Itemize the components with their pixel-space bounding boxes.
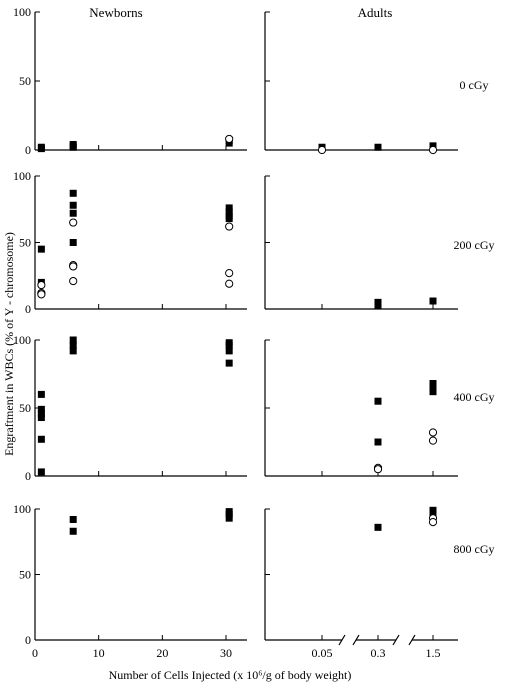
data-point-circle	[428, 428, 438, 437]
data-point-square	[429, 509, 437, 517]
y-tick-label: 100	[13, 5, 31, 19]
data-point-circle	[69, 276, 78, 286]
axis-break-mark	[352, 634, 360, 646]
data-point-circle	[317, 145, 327, 155]
data-point-square	[37, 414, 45, 422]
data-point-circle	[69, 262, 78, 271]
x-tick-label: 0	[32, 646, 38, 660]
data-point-square	[69, 239, 77, 246]
data-point-circle	[373, 465, 383, 474]
axis-break-mark	[338, 634, 346, 646]
data-point-square	[69, 515, 77, 523]
data-point-square	[429, 388, 437, 396]
panels: 0 50 100 0 50 100 0 50 100 0 50 100 0 10 20 30 0.05 0.3 1.…	[13, 5, 458, 660]
data-point-circle	[428, 518, 438, 527]
y-tick-label: 50	[19, 568, 31, 582]
data-point-square	[429, 384, 437, 392]
data-point-square	[225, 341, 233, 349]
data-point-circle	[225, 268, 234, 278]
y-tick-label: 50	[19, 236, 31, 250]
data-point-square	[37, 435, 45, 443]
column-title-adults: Adults	[358, 5, 393, 20]
data-point-square	[374, 523, 382, 531]
data-point-square	[37, 390, 45, 398]
dose-label-800: 800 cGy	[454, 542, 495, 556]
panel-adults-400cGy	[264, 339, 458, 477]
y-tick-label: 100	[13, 333, 31, 347]
data-point-square	[374, 397, 382, 405]
data-point-square	[37, 245, 45, 253]
x-tick-label: 20	[156, 646, 168, 660]
data-point-circle	[37, 290, 46, 299]
data-point-square	[37, 405, 45, 413]
data-point-square	[69, 341, 77, 349]
y-tick-label: 0	[25, 469, 31, 483]
data-point-square	[225, 204, 233, 212]
y-tick-label: 50	[19, 74, 31, 88]
panel-adults-200cGy	[264, 175, 458, 310]
panel-newborns-800cGy: 0 50 100 0 10 20 30	[13, 502, 247, 660]
data-point-square	[374, 438, 382, 446]
data-point-square	[69, 527, 77, 535]
data-point-square	[69, 347, 77, 355]
data-point-square	[69, 336, 77, 344]
data-point-circle	[428, 145, 438, 155]
data-point-square	[225, 347, 233, 355]
data-point-square	[374, 143, 382, 151]
data-point-square	[225, 510, 233, 518]
x-tick-label: 30	[220, 646, 232, 660]
data-point-circle	[69, 218, 78, 227]
data-point-square	[429, 142, 437, 150]
data-point-circle	[225, 279, 234, 288]
data-point-circle	[37, 280, 46, 290]
x-tick-label: 0.05	[312, 646, 333, 660]
panel-newborns-400cGy: 0 50 100	[13, 333, 247, 483]
data-point-square	[69, 140, 77, 148]
y-tick-label: 0	[25, 302, 31, 316]
data-point-square	[429, 297, 437, 305]
axis-break-mark	[408, 634, 416, 646]
x-axis-title: Number of Cells Injected (x 10⁶/g of bod…	[109, 668, 352, 682]
axis-break-mark	[392, 634, 400, 646]
data-point-square	[225, 215, 233, 223]
y-tick-label: 0	[25, 633, 31, 647]
data-point-square	[37, 409, 45, 417]
x-tick-label: 0.3	[371, 646, 386, 660]
y-tick-label: 100	[13, 502, 31, 516]
data-point-square	[225, 359, 233, 367]
data-point-square	[225, 514, 233, 522]
data-point-circle	[428, 436, 438, 445]
panel-newborns-0cGy: 0 50 100	[13, 5, 247, 157]
y-axis-title: Engraftment in WBCs (% of Y - chromosome…	[2, 232, 16, 456]
data-point-square	[69, 189, 77, 197]
panel-adults-0cGy	[264, 11, 458, 155]
y-tick-label: 100	[13, 169, 31, 183]
dose-label-400: 400 cGy	[454, 390, 495, 404]
data-point-square	[69, 209, 77, 217]
data-point-square	[429, 380, 437, 388]
y-tick-label: 50	[19, 401, 31, 415]
data-point-square	[374, 301, 382, 309]
dose-label-0: 0 cGy	[460, 78, 489, 92]
x-tick-label: 10	[93, 646, 105, 660]
data-point-square	[225, 208, 233, 216]
x-tick-label: 1.5	[426, 646, 441, 660]
panel-newborns-200cGy: 0 50 100	[13, 169, 247, 316]
y-tick-label: 0	[25, 143, 31, 157]
data-point-square	[37, 468, 45, 476]
column-title-newborns: Newborns	[89, 5, 142, 20]
dose-label-200: 200 cGy	[454, 238, 495, 252]
data-point-square	[69, 201, 77, 209]
data-point-square	[37, 143, 45, 151]
data-point-circle	[225, 222, 234, 231]
data-point-circle	[225, 134, 234, 144]
panel-adults-800cGy: 0.05 0.3 1.5	[264, 506, 458, 660]
